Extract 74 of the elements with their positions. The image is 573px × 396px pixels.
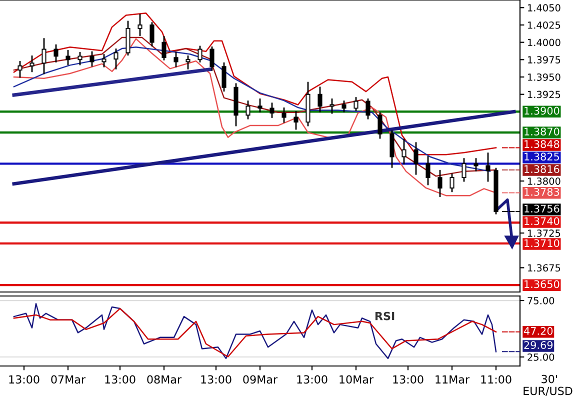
data-label: 47.20: [524, 327, 553, 335]
candlestick: [318, 86, 322, 112]
candlestick: [366, 98, 370, 120]
x-tick-label: 10Mar: [340, 375, 374, 384]
x-tick-label: 07Mar: [51, 375, 86, 384]
data-label: 29.69: [524, 341, 553, 349]
candlestick: [462, 158, 466, 182]
candlestick: [270, 102, 274, 118]
candlestick: [90, 51, 94, 67]
ref-line-label: 1.3825: [524, 152, 560, 161]
candlestick: [486, 152, 490, 182]
y-tick-label: 1.3950: [528, 73, 560, 81]
candlestick: [222, 62, 226, 92]
ref-line-label: 1.3900: [524, 106, 560, 115]
y-tick-label: 1.3800: [528, 178, 560, 185]
candlestick: [186, 55, 190, 70]
candlestick: [30, 55, 34, 72]
candlestick: [102, 54, 106, 68]
candlestick: [162, 36, 166, 60]
ref-line-label: 1.3710: [524, 239, 560, 248]
y-tick-label: 1.3975: [528, 56, 560, 64]
candlestick: [42, 38, 46, 74]
candlestick: [54, 44, 58, 62]
x-tick-label: 13:00: [201, 375, 232, 384]
y-tick-label: 1.4025: [528, 21, 560, 29]
x-tick-label: 13:00: [393, 375, 424, 384]
data-label: 1.3848: [524, 140, 560, 148]
data-label: 1.3783: [524, 188, 560, 196]
y-tick-label: 1.4050: [528, 4, 560, 12]
candlestick: [198, 46, 202, 62]
candlestick: [342, 100, 346, 112]
text: EUR/USD: [524, 386, 572, 396]
x-tick-label: 09Mar: [243, 375, 278, 384]
x-tick-label: 11Mar: [436, 375, 470, 384]
x-tick-label: 13:00: [297, 375, 328, 384]
y-tick-label: 1.4000: [528, 38, 560, 46]
x-tick-label: 13:00: [9, 375, 40, 384]
candlestick: [114, 48, 118, 70]
y-tick-label: 75.00: [528, 296, 554, 304]
y-tick-label: 1.3725: [528, 230, 560, 237]
candlestick: [294, 110, 298, 130]
candlestick: [246, 100, 250, 120]
y-tick-label: 1.3675: [528, 264, 560, 272]
candlestick: [378, 112, 382, 139]
candlestick: [258, 98, 262, 112]
candlestick: [282, 108, 286, 123]
candlestick: [210, 46, 214, 71]
candlestick: [150, 22, 154, 46]
ref-line-label: 1.3740: [524, 217, 560, 226]
candlestick: [474, 158, 478, 172]
data-label: 1.3816: [524, 165, 560, 174]
x-tick-label: 08Mar: [147, 375, 182, 384]
y-tick-label: 25.00: [528, 353, 554, 361]
candlestick: [18, 61, 22, 78]
candlestick: [66, 50, 70, 66]
candlestick: [438, 170, 442, 197]
candlestick: [390, 130, 394, 168]
text: 30': [542, 374, 557, 384]
candlestick: [450, 173, 454, 192]
y-tick-label: 1.3925: [528, 90, 560, 98]
candlestick: [138, 14, 142, 36]
candlestick: [330, 98, 334, 114]
ref-line-label: 1.3870: [524, 128, 560, 136]
candlestick: [426, 156, 430, 186]
annotation: RSI: [375, 312, 394, 320]
candlestick: [402, 138, 406, 164]
candlestick: [354, 97, 358, 111]
candlestick: [78, 52, 82, 66]
ref-line-label: 1.3650: [524, 280, 560, 288]
candlestick: [174, 52, 178, 68]
text: 1.3756: [524, 204, 560, 213]
x-tick-label: 11:00: [481, 375, 512, 384]
candlestick: [414, 142, 418, 175]
x-tick-label: 13:00: [105, 375, 136, 384]
